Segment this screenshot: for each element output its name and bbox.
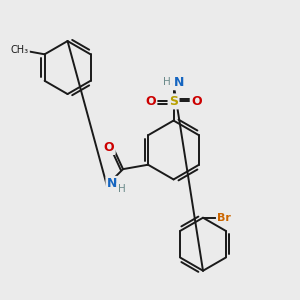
Text: H: H: [163, 77, 171, 87]
Text: H: H: [118, 184, 125, 194]
Text: S: S: [169, 95, 178, 108]
Text: CH₃: CH₃: [11, 45, 28, 55]
Text: N: N: [174, 76, 184, 89]
Text: O: O: [145, 95, 156, 108]
Text: O: O: [191, 95, 202, 108]
Text: N: N: [107, 177, 117, 190]
Text: Br: Br: [217, 213, 231, 223]
Text: O: O: [103, 141, 114, 154]
